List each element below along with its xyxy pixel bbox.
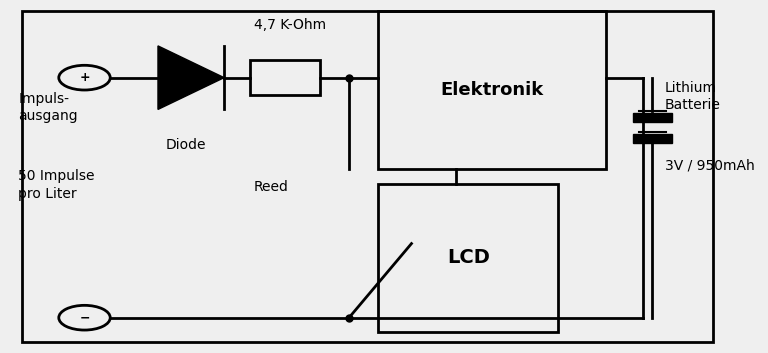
Text: Impuls-
ausgang: Impuls- ausgang [18,92,78,123]
Text: +: + [79,71,90,84]
Text: Reed: Reed [253,180,288,194]
Text: 50 Impulse
pro Liter: 50 Impulse pro Liter [18,169,95,201]
Polygon shape [158,46,224,109]
Text: −: − [79,311,90,324]
Text: Lithium
Batterie: Lithium Batterie [665,81,721,113]
Bar [634,134,671,143]
Bar [250,60,319,95]
Text: LCD: LCD [448,248,490,267]
Bar [379,11,606,169]
Bar [379,184,558,332]
Text: Diode: Diode [165,138,206,152]
Text: 4,7 K-Ohm: 4,7 K-Ohm [253,18,326,32]
Bar [634,113,671,122]
Text: Elektronik: Elektronik [441,81,544,99]
Text: 3V / 950mAh: 3V / 950mAh [665,159,755,173]
